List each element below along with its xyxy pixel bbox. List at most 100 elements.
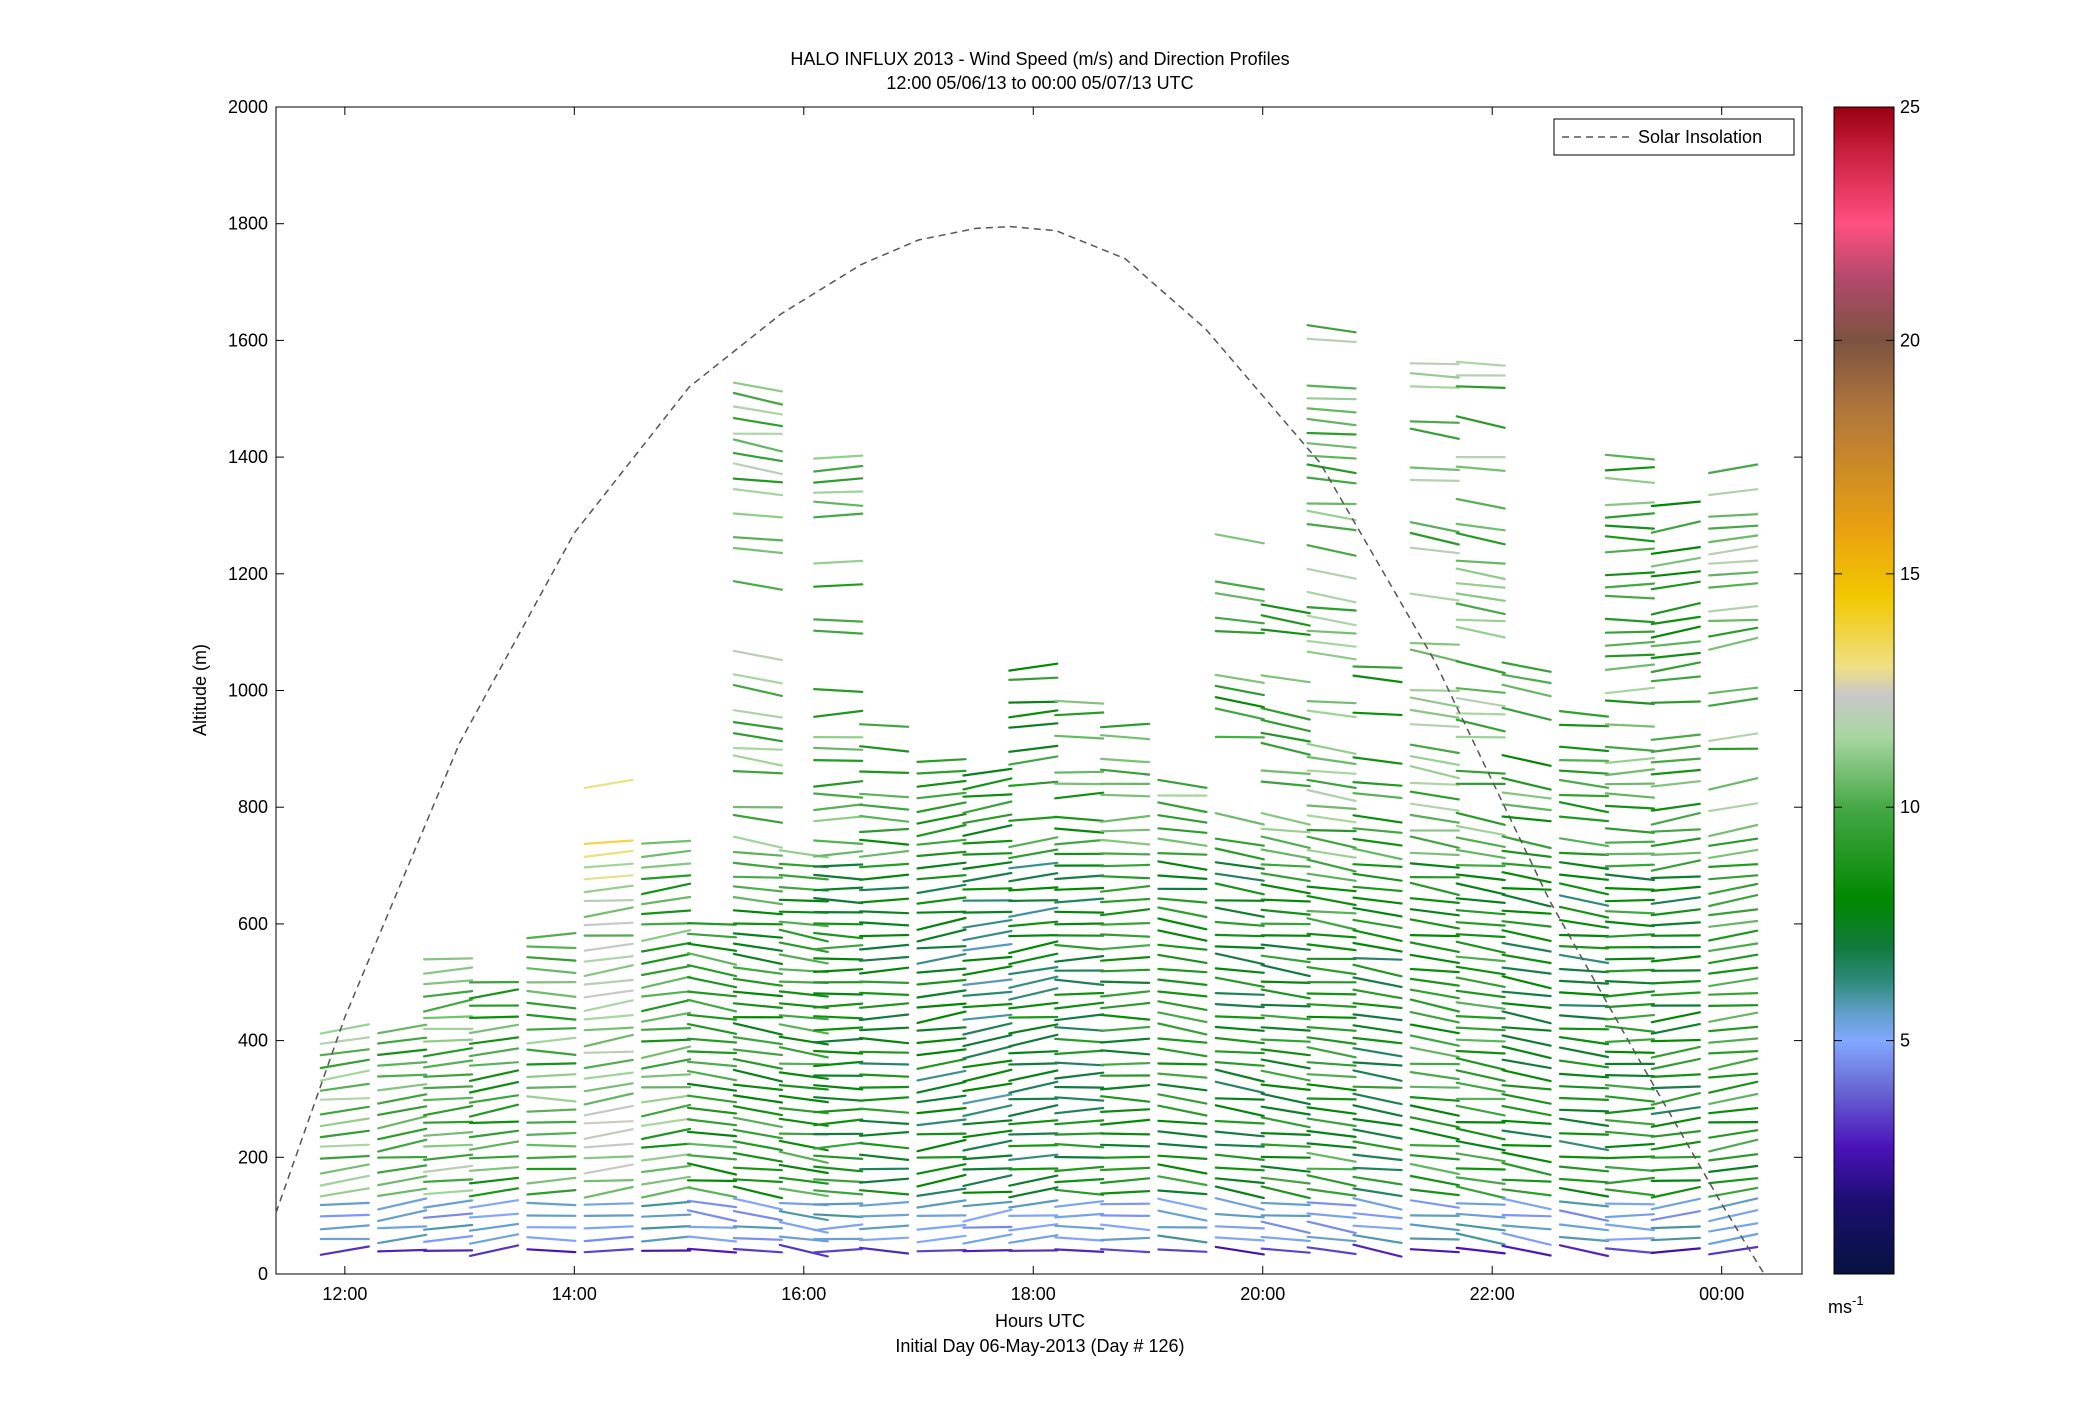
wind-barb — [1455, 1127, 1506, 1141]
wind-barb — [1650, 979, 1701, 985]
wind-barb — [1352, 1069, 1403, 1082]
wind-barb — [1501, 1197, 1552, 1211]
wind-barb — [1455, 1057, 1506, 1071]
colorbar-tick-label: 20 — [1900, 330, 1920, 350]
wind-barb — [1352, 1013, 1403, 1022]
wind-barb — [1214, 945, 1265, 950]
wind-barb — [1260, 1185, 1311, 1200]
wind-barb — [1501, 909, 1552, 915]
wind-barb — [1260, 848, 1311, 860]
wind-barb — [1708, 1197, 1759, 1211]
wind-barb — [1099, 1095, 1151, 1103]
wind-barb — [732, 1068, 784, 1083]
wind-barb — [526, 1120, 577, 1124]
wind-barb — [468, 1166, 520, 1172]
wind-barb — [1455, 497, 1506, 510]
wind-barb — [732, 835, 784, 849]
wind-barb — [1708, 604, 1759, 613]
wind-barb — [1008, 861, 1059, 870]
wind-barb — [526, 945, 577, 950]
wind-barb — [468, 1140, 520, 1151]
wind-barb — [732, 462, 784, 476]
wind-barb — [319, 1224, 370, 1231]
wind-barb — [1455, 582, 1506, 589]
colorbar-tick-label: 5 — [1900, 1031, 1910, 1051]
wind-barb — [1604, 1165, 1656, 1173]
wind-barb — [1352, 976, 1403, 989]
wind-barb — [1214, 899, 1265, 902]
wind-barb — [1157, 860, 1208, 871]
wind-barb — [813, 1060, 864, 1068]
wind-barb — [1501, 1002, 1552, 1010]
wind-barb — [1409, 362, 1460, 366]
wind-barb — [1650, 837, 1701, 848]
wind-barb — [1157, 814, 1208, 824]
wind-barb — [962, 1154, 1013, 1161]
wind-barb — [858, 745, 910, 753]
wind-barb — [1008, 1069, 1059, 1082]
wind-barb — [423, 1130, 474, 1137]
wind-barb — [1708, 1057, 1759, 1071]
wind-barb — [1306, 1015, 1357, 1019]
wind-barb — [1409, 1046, 1460, 1059]
wind-barb — [1558, 778, 1610, 789]
wind-barb — [858, 966, 910, 975]
wind-barb — [1604, 1050, 1656, 1054]
wind-barb — [1008, 1143, 1059, 1148]
wind-barb — [1604, 990, 1656, 998]
wind-barb — [962, 1002, 1013, 1009]
wind-barb — [319, 1082, 370, 1092]
wind-barb — [1650, 1038, 1701, 1043]
wind-barb — [1214, 1197, 1265, 1211]
wind-barb — [1455, 1081, 1506, 1093]
wind-barb — [1708, 977, 1759, 988]
wind-barb — [1214, 1050, 1265, 1055]
wind-barb — [916, 1234, 967, 1244]
wind-barb — [640, 1045, 692, 1060]
wind-barb — [1099, 1061, 1151, 1066]
wind-barb — [526, 1176, 577, 1185]
wind-barb — [1306, 522, 1357, 532]
wind-barb — [1708, 1037, 1759, 1044]
wind-barb — [1409, 1104, 1460, 1117]
wind-barb — [1650, 602, 1701, 616]
wind-barb — [1650, 1011, 1701, 1024]
wind-barb — [962, 1248, 1013, 1253]
wind-barb — [778, 1094, 829, 1104]
wind-barb — [583, 1013, 634, 1021]
wind-barb — [813, 1118, 864, 1127]
wind-barb — [1558, 1140, 1610, 1152]
wind-barb — [1558, 1200, 1610, 1208]
wind-barb — [732, 1166, 784, 1172]
wind-barb — [1260, 603, 1311, 615]
wind-barb — [1352, 1153, 1403, 1162]
wind-barb — [1306, 431, 1357, 436]
wind-barb — [962, 965, 1013, 977]
wind-barb — [1604, 782, 1656, 786]
wind-barb — [1352, 827, 1403, 834]
wind-barb — [1604, 873, 1656, 882]
wind-barb — [1501, 1129, 1552, 1139]
wind-barb — [858, 723, 910, 728]
x-tick-label: 22:00 — [1470, 1284, 1515, 1304]
wind-barb — [1409, 977, 1460, 987]
wind-barb — [732, 885, 784, 893]
wind-barb — [1409, 1116, 1460, 1129]
wind-barb — [1306, 417, 1357, 427]
wind-barb — [319, 1097, 370, 1101]
wind-barb — [1054, 1085, 1105, 1089]
wind-barb — [858, 1141, 910, 1150]
wind-barb — [1099, 908, 1151, 917]
wind-barb — [1604, 840, 1656, 844]
wind-barb — [778, 1187, 829, 1198]
wind-barb — [526, 1085, 577, 1090]
wind-barb — [1260, 934, 1311, 937]
wind-barb — [916, 883, 967, 895]
wind-barb — [640, 964, 692, 977]
wind-barb — [1099, 1084, 1151, 1091]
wind-barb — [319, 1058, 370, 1070]
wind-barb — [686, 1013, 738, 1021]
wind-barb — [526, 931, 577, 940]
wind-barb — [732, 861, 784, 870]
wind-barb — [1455, 1038, 1506, 1043]
